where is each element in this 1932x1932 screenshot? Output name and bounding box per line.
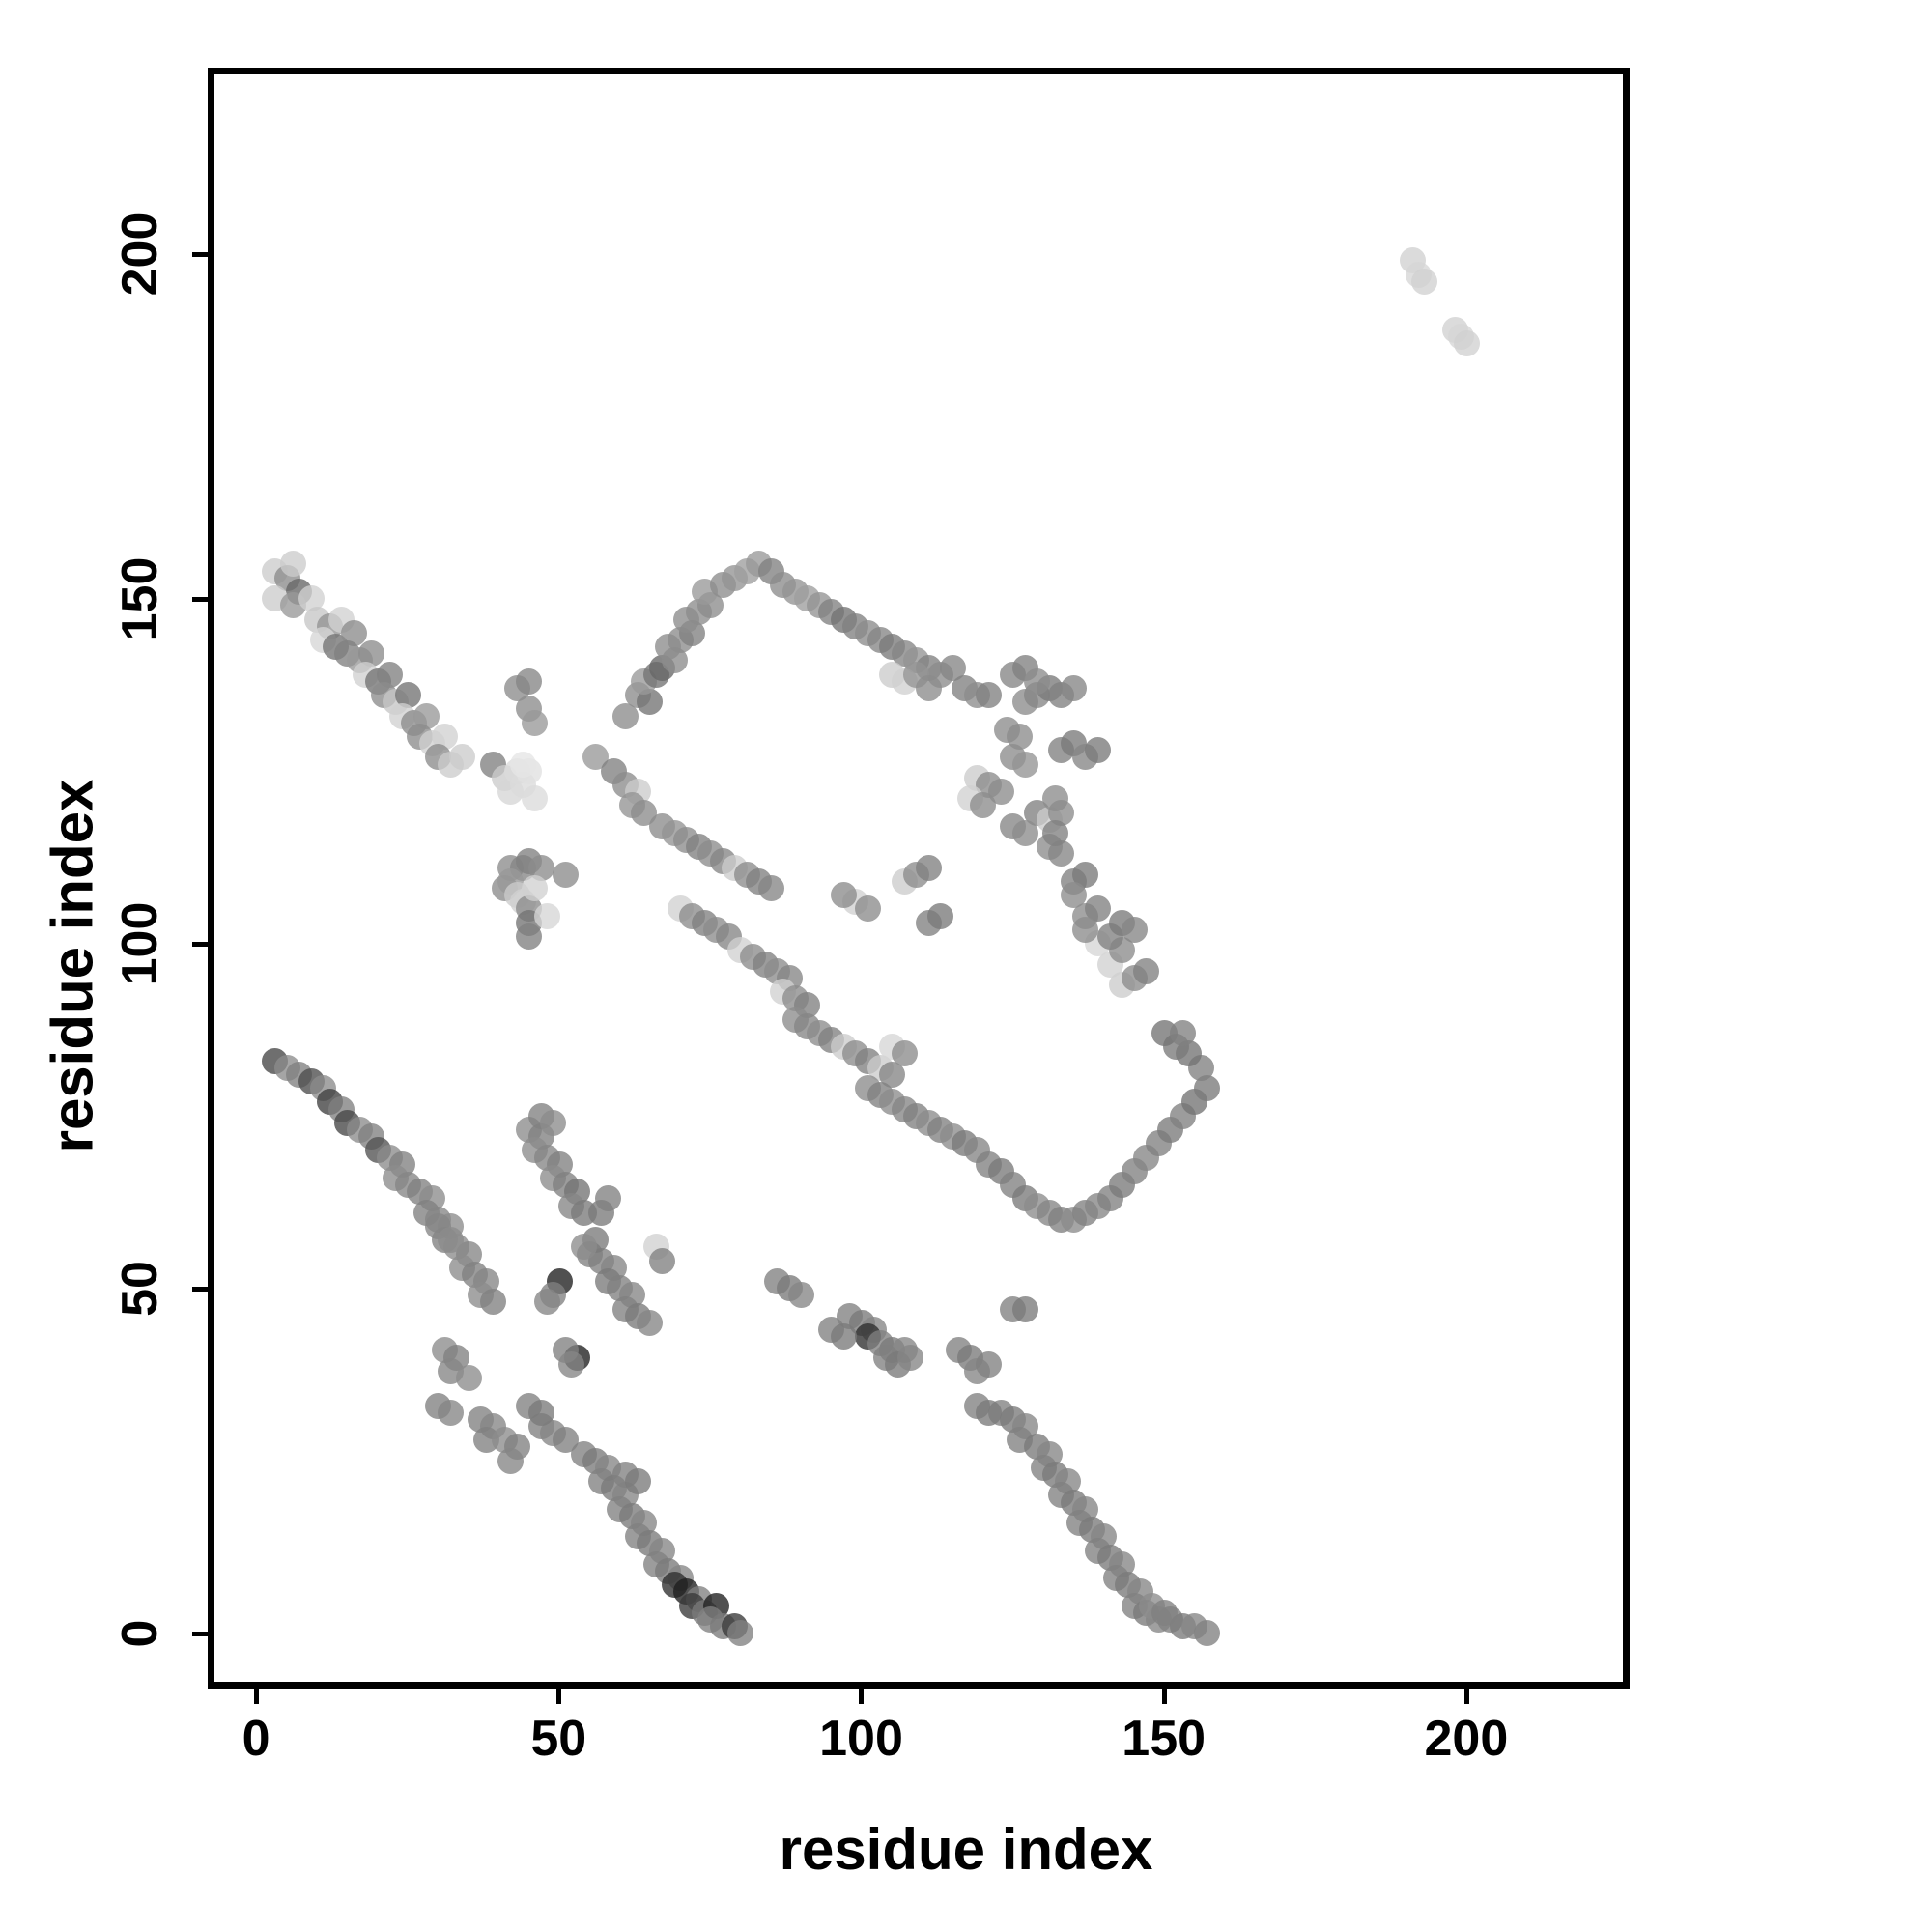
x-axis-title: residue index [779,1817,1153,1882]
scatter-point [1169,1020,1196,1047]
scatter-points-layer [214,74,1623,1682]
x-tick-label: 0 [242,1711,270,1767]
scatter-point [927,902,954,929]
scatter-point [509,751,536,778]
scatter-point [437,1399,464,1426]
y-tick-label: 150 [112,556,168,641]
scatter-point [1072,916,1099,943]
y-tick [192,941,208,947]
scatter-point [540,1109,567,1136]
x-tick [1463,1689,1469,1704]
scatter-point [649,1247,676,1274]
scatter-point [522,785,549,812]
y-tick [192,251,208,257]
y-tick-label: 100 [112,901,168,986]
x-tick-label: 150 [1122,1711,1207,1767]
scatter-point [915,674,942,701]
scatter-point [915,854,942,881]
scatter-point [757,875,784,902]
x-tick [254,1689,260,1704]
scatter-point [534,1289,560,1316]
scatter-point [455,1365,482,1392]
scatter-point [891,1040,918,1067]
scatter-point [896,1344,923,1371]
y-tick-label: 50 [112,1260,168,1317]
scatter-point [1411,268,1438,295]
scatter-point [1121,916,1148,943]
scatter-point [1193,1620,1220,1647]
scatter-point [1060,674,1087,701]
scatter-point [976,682,1003,709]
scatter-point [1454,329,1481,356]
scatter-point [522,709,549,736]
scatter-point [552,861,579,888]
scatter-point [437,1227,464,1254]
scatter-point [1011,1295,1038,1322]
x-tick-label: 200 [1424,1711,1509,1767]
scatter-point [558,1350,585,1378]
scatter-point [976,1399,1003,1426]
scatter-point [516,668,543,695]
scatter-point [727,1620,754,1647]
scatter-point [522,875,549,902]
scatter-point [830,1323,857,1350]
scatter-point [534,902,560,929]
plot-area [208,68,1630,1689]
y-tick [192,596,208,602]
y-tick [192,1286,208,1292]
scatter-point [970,792,996,819]
scatter-point [1024,668,1051,695]
scatter-point [1011,751,1038,778]
scatter-point [449,744,476,771]
scatter-point [624,1468,651,1495]
scatter-point [570,1234,597,1261]
scatter-point [788,1282,815,1309]
y-axis-title: residue index [40,779,105,1153]
scatter-point [594,1185,621,1212]
x-tick [1161,1689,1167,1704]
x-tick-label: 50 [530,1711,587,1767]
y-tick-label: 0 [112,1619,168,1648]
scatter-point [1042,785,1069,812]
x-tick [556,1689,562,1704]
scatter-point [279,551,306,578]
scatter-point [976,1350,1003,1378]
x-tick [859,1689,865,1704]
scatter-point [1133,957,1160,984]
scatter-point [637,1309,664,1336]
scatter-point [1151,1599,1178,1626]
y-tick-label: 200 [112,212,168,297]
scatter-point [479,1289,506,1316]
scatter-point [1011,819,1038,846]
scatter-point [1042,819,1069,846]
y-tick [192,1631,208,1636]
scatter-point [854,895,881,923]
scatter-point [516,923,543,951]
scatter-point [1060,882,1087,909]
scatter-point [527,1399,554,1426]
scatter-point [497,1447,525,1474]
scatter-point [830,882,857,909]
scatter-point [1085,737,1112,764]
x-tick-label: 100 [819,1711,903,1767]
